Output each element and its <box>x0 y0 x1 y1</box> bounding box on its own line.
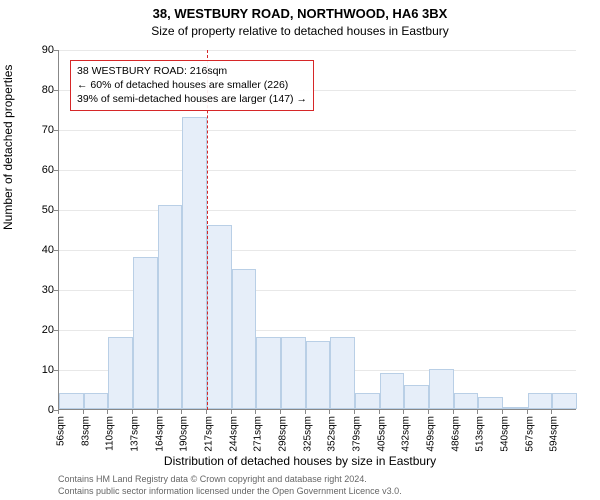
y-tick-label: 20 <box>14 324 54 336</box>
y-tick-label: 60 <box>14 164 54 176</box>
footer-line-2: Contains public sector information licen… <box>0 486 600 496</box>
x-tick-mark <box>280 410 281 414</box>
x-tick-mark <box>231 410 232 414</box>
gridline <box>59 130 576 131</box>
histogram-bar <box>133 257 158 409</box>
x-tick-mark <box>181 410 182 414</box>
histogram-bar <box>528 393 553 409</box>
x-tick-label: 486sqm <box>450 416 461 452</box>
histogram-bar <box>158 205 183 409</box>
x-axis-label: Distribution of detached houses by size … <box>0 454 600 468</box>
histogram-bar <box>306 341 331 409</box>
x-tick-label: 110sqm <box>105 416 116 451</box>
x-tick-label: 137sqm <box>130 416 141 452</box>
annotation-line-1: 38 WESTBURY ROAD: 216sqm <box>77 64 307 78</box>
x-tick-label: 83sqm <box>80 416 91 446</box>
x-tick-mark <box>527 410 528 414</box>
histogram-bar <box>84 393 109 409</box>
x-tick-label: 271sqm <box>253 416 264 452</box>
histogram-bar <box>232 269 257 409</box>
x-tick-mark <box>403 410 404 414</box>
annotation-line-3: 39% of semi-detached houses are larger (… <box>77 92 307 106</box>
y-tick-label: 0 <box>14 404 54 416</box>
histogram-bar <box>281 337 306 409</box>
annotation-line-2: ← 60% of detached houses are smaller (22… <box>77 78 307 92</box>
histogram-bar <box>256 337 281 409</box>
x-tick-label: 352sqm <box>327 416 338 452</box>
x-tick-label: 217sqm <box>204 416 215 452</box>
histogram-bar <box>478 397 503 409</box>
y-axis-label: Number of detached properties <box>1 65 15 230</box>
histogram-bar <box>330 337 355 409</box>
x-tick-mark <box>453 410 454 414</box>
x-tick-mark <box>58 410 59 414</box>
x-tick-mark <box>206 410 207 414</box>
histogram-bar <box>552 393 577 409</box>
chart-subtitle: Size of property relative to detached ho… <box>0 24 600 38</box>
x-tick-label: 405sqm <box>376 416 387 452</box>
histogram-bar <box>355 393 380 409</box>
x-tick-mark <box>255 410 256 414</box>
x-tick-mark <box>428 410 429 414</box>
x-tick-label: 459sqm <box>426 416 437 452</box>
y-tick-label: 70 <box>14 124 54 136</box>
x-tick-label: 164sqm <box>154 416 165 452</box>
x-tick-label: 513sqm <box>475 416 486 452</box>
histogram-bar <box>59 393 84 409</box>
chart-root: 38, WESTBURY ROAD, NORTHWOOD, HA6 3BX Si… <box>0 0 600 500</box>
x-tick-mark <box>132 410 133 414</box>
x-tick-label: 244sqm <box>228 416 239 452</box>
x-tick-mark <box>107 410 108 414</box>
histogram-bar <box>454 393 479 409</box>
histogram-bar <box>207 225 232 409</box>
histogram-bar <box>404 385 429 409</box>
annotation-box: 38 WESTBURY ROAD: 216sqm ← 60% of detach… <box>70 60 314 111</box>
x-tick-label: 432sqm <box>401 416 412 452</box>
y-tick-label: 30 <box>14 284 54 296</box>
x-tick-mark <box>502 410 503 414</box>
histogram-bar <box>429 369 454 409</box>
x-tick-label: 298sqm <box>278 416 289 452</box>
x-tick-mark <box>157 410 158 414</box>
y-tick-label: 50 <box>14 204 54 216</box>
histogram-bar <box>380 373 405 409</box>
gridline <box>59 210 576 211</box>
x-tick-mark <box>477 410 478 414</box>
x-tick-mark <box>329 410 330 414</box>
x-tick-label: 567sqm <box>524 416 535 452</box>
histogram-bar <box>182 117 207 409</box>
y-tick-label: 10 <box>14 364 54 376</box>
x-tick-label: 56sqm <box>56 416 67 446</box>
histogram-bar <box>503 407 528 409</box>
gridline <box>59 170 576 171</box>
x-tick-mark <box>551 410 552 414</box>
histogram-bar <box>108 337 133 409</box>
x-tick-mark <box>305 410 306 414</box>
chart-title: 38, WESTBURY ROAD, NORTHWOOD, HA6 3BX <box>0 6 600 21</box>
x-tick-label: 540sqm <box>500 416 511 452</box>
x-tick-label: 594sqm <box>549 416 560 452</box>
y-tick-label: 40 <box>14 244 54 256</box>
y-tick-label: 80 <box>14 84 54 96</box>
x-tick-label: 325sqm <box>302 416 313 452</box>
x-tick-label: 190sqm <box>179 416 190 452</box>
gridline <box>59 250 576 251</box>
gridline <box>59 50 576 51</box>
x-tick-label: 379sqm <box>352 416 363 452</box>
x-tick-mark <box>354 410 355 414</box>
x-tick-mark <box>379 410 380 414</box>
x-tick-mark <box>83 410 84 414</box>
y-tick-label: 90 <box>14 44 54 56</box>
footer-line-1: Contains HM Land Registry data © Crown c… <box>0 474 600 484</box>
